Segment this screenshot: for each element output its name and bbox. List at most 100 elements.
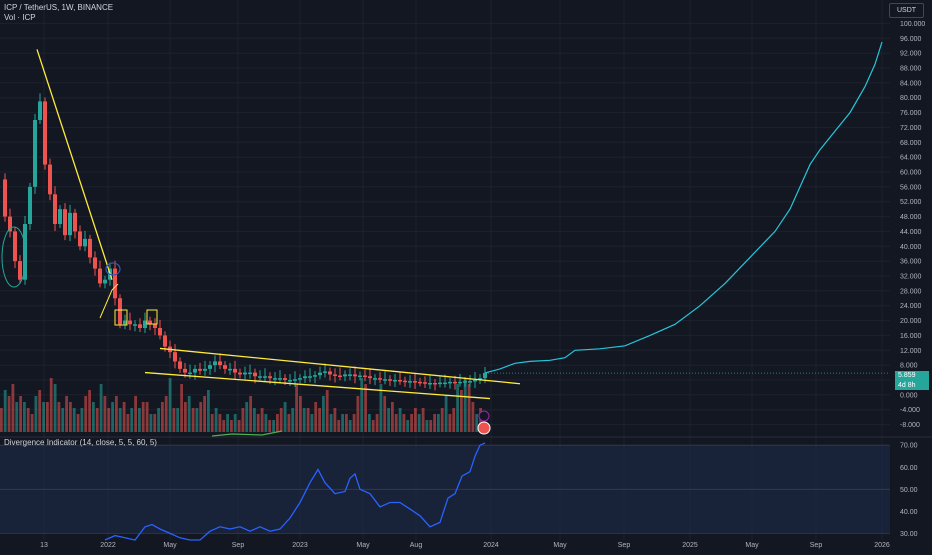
x-axis-tick-label: Aug: [410, 542, 423, 549]
candle-body: [113, 268, 117, 299]
candle-body: [268, 376, 272, 379]
volume-bar: [161, 402, 164, 432]
trendline: [159, 347, 521, 385]
x-axis-tick-label: May: [356, 542, 370, 549]
event-marker: [478, 410, 490, 422]
divergence-annotation: [211, 430, 283, 437]
volume-bar: [467, 384, 471, 432]
x-axis-tick-label: 2023: [292, 542, 308, 549]
volume-bar: [345, 414, 348, 432]
candle-body: [243, 372, 247, 375]
volume-bar: [371, 420, 375, 432]
candle-body: [288, 380, 292, 382]
y-axis-tick-label: 68.000: [900, 140, 922, 147]
candle-body: [368, 376, 372, 379]
candle-body: [378, 378, 382, 380]
candle-body: [33, 120, 37, 187]
volume-bar: [19, 396, 22, 432]
volume-bar: [42, 402, 45, 432]
candle-body: [438, 382, 442, 385]
volume-bar: [69, 402, 72, 432]
volume-bar: [241, 408, 245, 432]
candle-body: [338, 375, 342, 378]
candle-body: [433, 382, 437, 385]
x-axis-tick-label: 13: [40, 542, 48, 549]
candle-body: [318, 372, 322, 376]
candle-body: [233, 368, 237, 373]
last-price-label: 5.859: [895, 371, 929, 381]
candle-body: [253, 372, 257, 377]
circle-annotation: [1, 226, 27, 288]
x-axis-tick-label: May: [553, 542, 567, 549]
y-axis-tick-label: 100.000: [900, 21, 925, 28]
volume-bar: [57, 402, 61, 432]
volume-bar: [199, 402, 203, 432]
volume-bar: [80, 408, 84, 432]
volume-bar: [111, 402, 114, 432]
y-axis-tick-label: 88.000: [900, 66, 922, 73]
volume-bar: [264, 414, 268, 432]
candle-body: [403, 380, 407, 383]
candle-body: [313, 375, 317, 377]
volume-bar: [195, 408, 199, 432]
candle-body: [3, 179, 7, 217]
volume-bar: [260, 408, 264, 432]
volume-bar: [256, 414, 260, 432]
indicator-legend: Divergence Indicator (14, close, 5, 5, 6…: [4, 438, 157, 447]
candle-body: [163, 335, 167, 347]
candle-body: [158, 328, 162, 336]
volume-bar: [253, 408, 256, 432]
volume-bar: [38, 390, 42, 432]
volume-bar: [145, 402, 149, 432]
volume-bar: [233, 414, 237, 432]
volume-bar: [279, 408, 283, 432]
candle-body: [363, 375, 367, 378]
x-axis-tick-label: May: [745, 542, 759, 549]
volume-bar: [126, 414, 130, 432]
volume-bar: [356, 396, 360, 432]
y-axis-tick-label: -8.000: [900, 422, 920, 429]
volume-bar: [26, 408, 30, 432]
candle-body: [23, 224, 27, 280]
volume-bar: [421, 408, 425, 432]
volume-bar: [287, 414, 291, 432]
volume-bar: [210, 414, 214, 432]
y-axis-tick-label: 64.000: [900, 155, 922, 162]
candle-body: [148, 320, 152, 325]
candle-body: [143, 320, 147, 328]
candle-body: [93, 257, 97, 269]
trendline: [144, 371, 491, 400]
currency-button[interactable]: USDT: [889, 3, 924, 18]
volume-bar: [325, 390, 329, 432]
volume-bar: [180, 384, 183, 432]
volume-bar: [226, 414, 229, 432]
x-axis-tick-label: 2022: [100, 542, 116, 549]
volume-bar: [149, 414, 153, 432]
y-axis-tick-label: 12.000: [900, 348, 922, 355]
candle-body: [263, 376, 267, 378]
candle-body: [463, 381, 467, 383]
candle-body: [83, 238, 87, 247]
candle-body: [418, 381, 422, 384]
volume-bar: [302, 408, 306, 432]
trendline: [36, 49, 113, 280]
candle-body: [443, 382, 447, 385]
candle-body: [58, 209, 62, 224]
candle-body: [398, 380, 402, 382]
volume-bar: [23, 402, 26, 432]
volume-bar: [475, 414, 479, 432]
volume-bar: [134, 396, 137, 432]
candle-body: [238, 372, 242, 375]
candle-body: [223, 365, 227, 369]
candle-body: [43, 101, 47, 165]
volume-bar: [46, 402, 49, 432]
box-annotation: [146, 309, 158, 325]
volume-bar: [157, 408, 160, 432]
volume-bar: [34, 396, 38, 432]
candle-body: [153, 324, 157, 328]
y-axis-tick-label: 52.000: [900, 199, 922, 206]
candle-body: [333, 374, 337, 376]
volume-bar: [230, 420, 233, 432]
